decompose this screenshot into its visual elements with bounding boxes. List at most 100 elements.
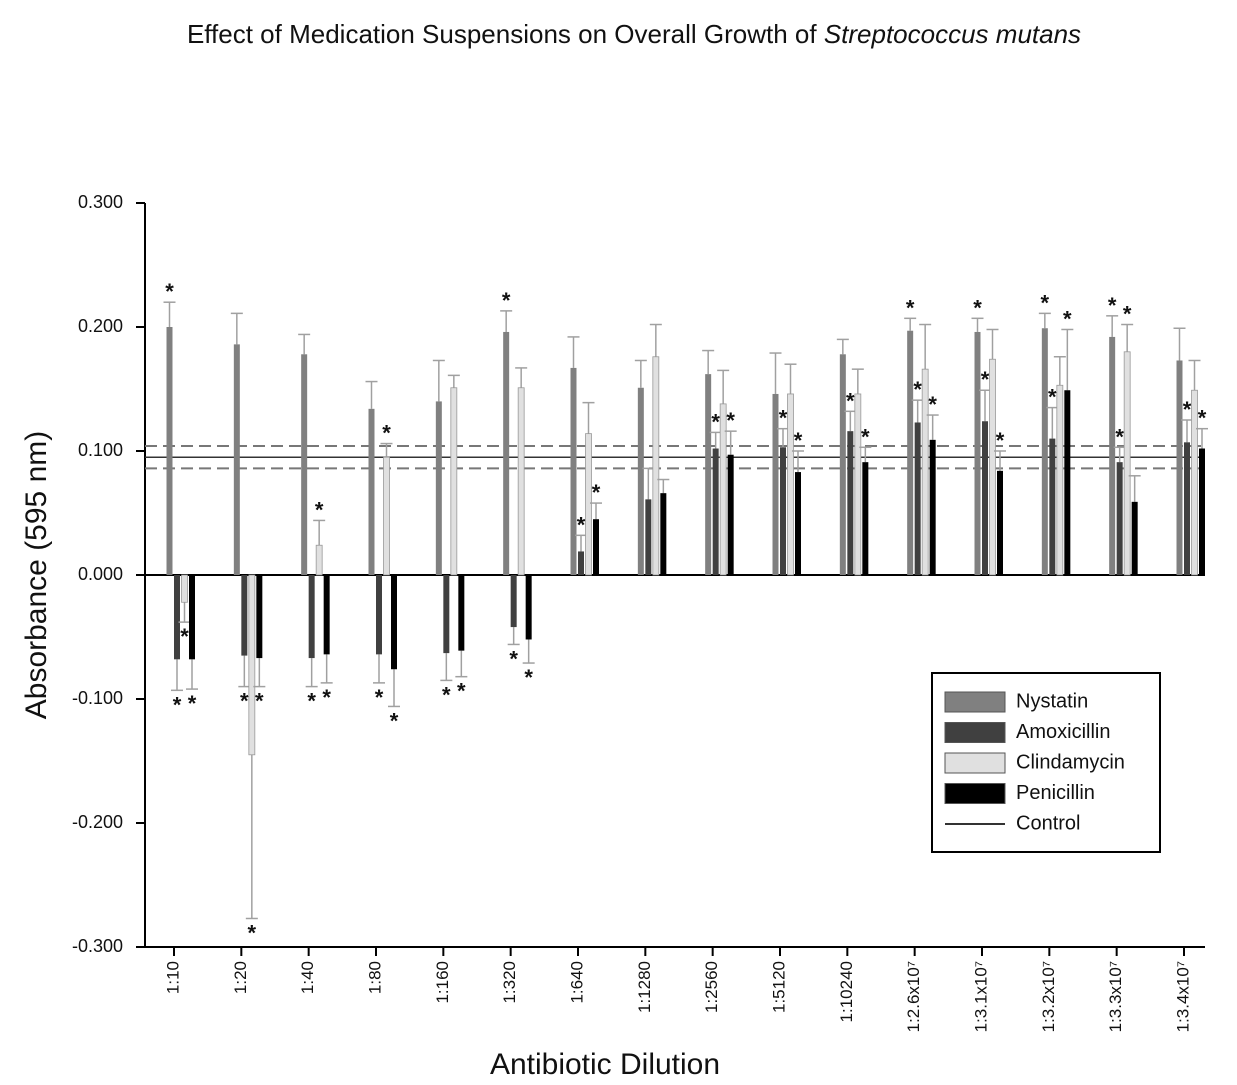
significance-marker: * [315, 497, 324, 522]
significance-marker: * [726, 408, 735, 433]
bar [256, 575, 263, 659]
significance-marker: * [794, 428, 803, 453]
bar [1049, 438, 1056, 575]
bar [189, 575, 195, 660]
legend-label: Penicillin [1016, 782, 1095, 804]
significance-marker: * [973, 295, 982, 320]
y-axis-label: Absorbance (595 nm) [20, 431, 53, 720]
bar [645, 499, 652, 575]
significance-marker: * [1041, 290, 1050, 315]
legend-label: Nystatin [1016, 690, 1088, 712]
x-tick-label: 1:10 [163, 961, 182, 994]
significance-marker: * [592, 480, 601, 505]
bar [795, 472, 801, 575]
y-tick-label: 0.100 [78, 440, 123, 460]
x-tick-label: 1:80 [365, 961, 384, 994]
bar [181, 574, 188, 603]
bar [233, 344, 240, 575]
significance-marker: * [307, 689, 316, 714]
significance-marker: * [502, 288, 511, 313]
bar [435, 401, 442, 575]
significance-marker: * [382, 421, 391, 446]
bar [323, 575, 330, 655]
bar [585, 433, 592, 576]
significance-marker: * [928, 392, 937, 417]
y-tick-label: -0.100 [72, 688, 123, 708]
significance-marker: * [981, 367, 990, 392]
bar [847, 431, 854, 575]
bar [315, 544, 323, 576]
bar [1064, 390, 1071, 575]
legend-swatch [944, 783, 1006, 804]
legend-label: Control [1016, 812, 1080, 834]
bar [241, 575, 248, 656]
x-tick-label: 1:2560 [702, 961, 721, 1013]
bar [458, 575, 465, 651]
y-tick-label: 0.300 [78, 192, 123, 212]
bar [705, 374, 712, 575]
significance-marker: * [1063, 306, 1072, 331]
bar [391, 575, 397, 670]
bar [862, 462, 869, 575]
significance-marker: * [779, 406, 788, 431]
y-tick-label: -0.300 [72, 936, 123, 956]
bar [443, 575, 450, 654]
bar [1176, 360, 1183, 575]
title-text: Effect of Medication Suspensions on Over… [187, 19, 824, 49]
bar [1184, 442, 1190, 575]
bar [1191, 389, 1198, 576]
significance-marker: * [906, 295, 915, 320]
bar [914, 422, 921, 575]
bar [593, 519, 599, 575]
significance-marker: * [1123, 302, 1132, 327]
bar [1199, 448, 1205, 575]
significance-marker: * [1183, 397, 1192, 422]
significance-marker: * [1108, 293, 1117, 318]
significance-marker: * [509, 646, 518, 671]
x-tick-label: 1:5120 [769, 961, 788, 1013]
legend-swatch [944, 691, 1006, 713]
significance-marker: * [180, 624, 189, 649]
bar [301, 354, 308, 575]
significance-marker: * [846, 388, 855, 413]
bar [510, 575, 517, 628]
y-tick-label: -0.200 [72, 812, 123, 832]
bar [166, 327, 173, 575]
bar [308, 575, 315, 659]
bar [517, 387, 525, 576]
legend-swatch [944, 722, 1006, 743]
bar [787, 393, 794, 576]
significance-marker: * [173, 692, 182, 717]
legend-label: Amoxicillin [1016, 721, 1110, 743]
x-tick-label: 1:3.1x10⁷ [971, 961, 990, 1032]
bar [772, 393, 779, 575]
bar [929, 439, 936, 575]
bar [652, 356, 660, 576]
x-tick-label: 1:20 [231, 961, 250, 994]
bar [450, 387, 458, 576]
significance-marker: * [248, 920, 257, 945]
bar [907, 330, 914, 575]
bar [982, 421, 988, 575]
legend-swatch [944, 752, 1006, 774]
bar [368, 408, 375, 575]
significance-marker: * [711, 409, 720, 434]
bar [174, 575, 180, 660]
bar [712, 448, 719, 575]
significance-marker: * [322, 685, 331, 710]
bar [1116, 462, 1123, 575]
legend-label: Clindamycin [1016, 751, 1125, 773]
bar [1109, 336, 1116, 575]
bar [503, 331, 510, 575]
significance-marker: * [1198, 406, 1207, 431]
bar [525, 575, 532, 640]
y-tick-label: 0.000 [78, 564, 123, 584]
significance-marker: * [240, 689, 249, 714]
significance-marker: * [524, 665, 533, 690]
bar [383, 456, 390, 576]
significance-marker: * [1048, 385, 1057, 410]
significance-marker: * [457, 679, 466, 704]
bar [719, 403, 727, 576]
bar [974, 331, 981, 575]
x-tick-label: 1:1280 [635, 961, 654, 1013]
